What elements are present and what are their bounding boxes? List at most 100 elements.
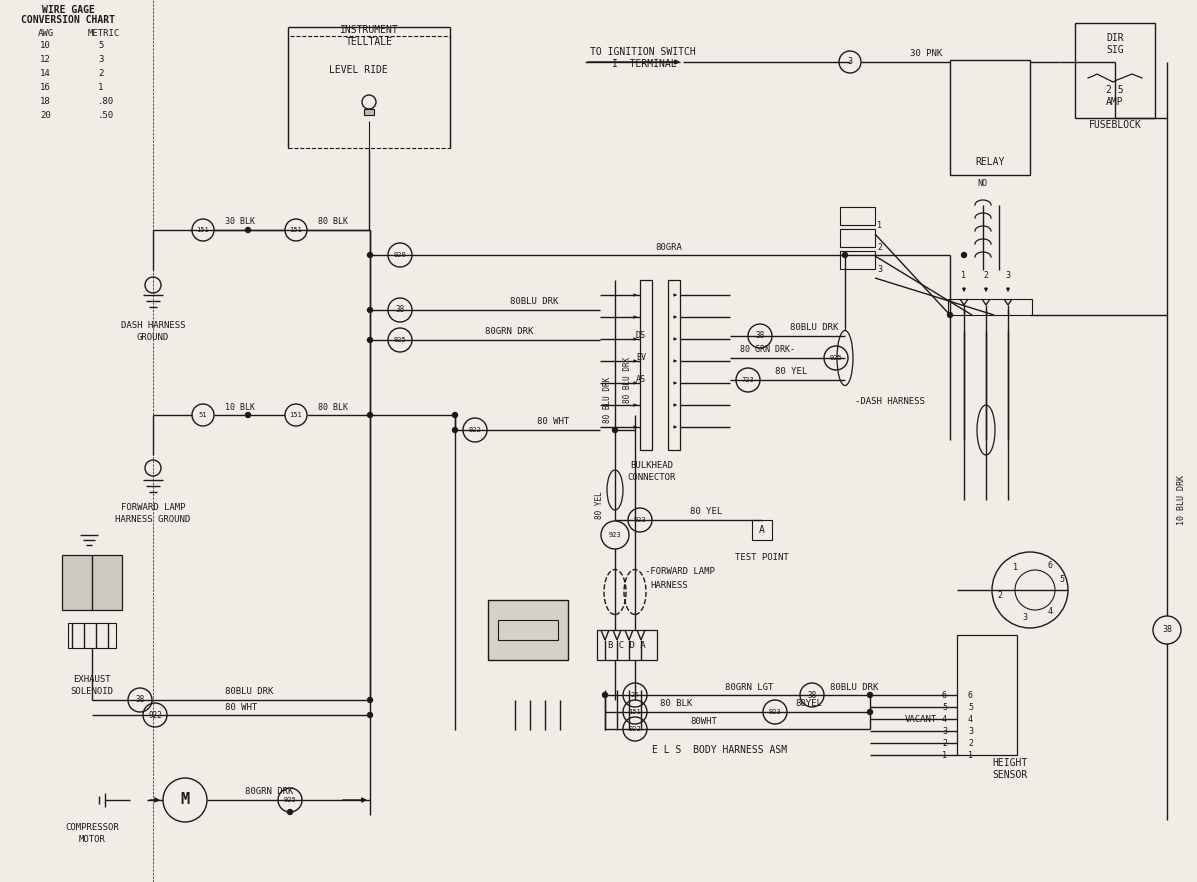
Circle shape xyxy=(287,810,292,814)
Text: .50: .50 xyxy=(98,111,114,121)
Text: HEIGHT: HEIGHT xyxy=(992,758,1028,768)
Text: 3: 3 xyxy=(1022,614,1027,623)
Text: 151: 151 xyxy=(290,412,303,418)
Text: 922: 922 xyxy=(468,427,481,433)
Text: 24: 24 xyxy=(631,692,639,698)
Text: -DASH HARNESS: -DASH HARNESS xyxy=(855,398,925,407)
Text: 2: 2 xyxy=(877,243,882,251)
Text: BULKHEAD: BULKHEAD xyxy=(631,460,674,469)
Text: 151: 151 xyxy=(290,227,303,233)
Bar xyxy=(840,251,875,269)
Text: 38: 38 xyxy=(807,691,816,699)
Text: 151: 151 xyxy=(196,227,209,233)
Text: CONVERSION CHART: CONVERSION CHART xyxy=(22,15,115,25)
Text: 80 BLK: 80 BLK xyxy=(660,699,692,708)
Text: DS: DS xyxy=(636,332,646,340)
Text: 923: 923 xyxy=(768,709,782,715)
Text: EV: EV xyxy=(636,354,646,363)
Circle shape xyxy=(613,428,618,432)
Circle shape xyxy=(948,312,953,318)
Text: 1: 1 xyxy=(98,84,103,93)
Circle shape xyxy=(452,413,457,417)
Bar xyxy=(364,109,373,115)
Text: EXHAUST: EXHAUST xyxy=(73,676,111,684)
Text: A: A xyxy=(759,525,765,535)
Text: 2: 2 xyxy=(98,70,103,78)
Circle shape xyxy=(367,308,372,312)
Text: FORWARD LAMP: FORWARD LAMP xyxy=(121,504,186,512)
Bar xyxy=(68,623,116,648)
Text: 2: 2 xyxy=(968,738,973,748)
Text: 1: 1 xyxy=(1013,564,1017,572)
Text: 723: 723 xyxy=(742,377,754,383)
Bar xyxy=(488,600,569,660)
Text: 1: 1 xyxy=(942,751,947,759)
Circle shape xyxy=(601,521,628,549)
Text: 38: 38 xyxy=(395,305,405,315)
Bar xyxy=(498,620,558,640)
Text: 80GRN LGT: 80GRN LGT xyxy=(725,683,773,691)
Circle shape xyxy=(285,404,306,426)
Text: 1: 1 xyxy=(961,271,966,280)
Text: 20: 20 xyxy=(40,111,50,121)
Text: 5: 5 xyxy=(942,702,947,712)
Text: .80: .80 xyxy=(98,98,114,107)
Text: 16: 16 xyxy=(40,84,50,93)
Text: 5: 5 xyxy=(968,702,973,712)
Text: 2: 2 xyxy=(984,271,989,280)
Bar xyxy=(288,36,450,148)
Text: 3: 3 xyxy=(847,57,852,66)
Text: 80 BLK: 80 BLK xyxy=(318,218,348,227)
Text: 4: 4 xyxy=(968,714,973,723)
Text: 925: 925 xyxy=(394,337,406,343)
Text: I  TERMINAL: I TERMINAL xyxy=(612,59,676,69)
Text: 3: 3 xyxy=(98,56,103,64)
Circle shape xyxy=(367,338,372,342)
Text: 80BLU DRK: 80BLU DRK xyxy=(790,324,838,333)
Text: WIRE GAGE: WIRE GAGE xyxy=(42,5,95,15)
Text: E L S  BODY HARNESS ASM: E L S BODY HARNESS ASM xyxy=(652,745,788,755)
Text: METRIC: METRIC xyxy=(89,28,120,38)
Text: 80YEL: 80YEL xyxy=(795,699,822,708)
Text: GROUND: GROUND xyxy=(136,333,169,341)
Text: 10 BLK: 10 BLK xyxy=(225,402,255,412)
Text: 80 GRN DRK-: 80 GRN DRK- xyxy=(740,346,795,355)
Circle shape xyxy=(602,692,608,698)
Text: M: M xyxy=(181,793,189,808)
Text: 3: 3 xyxy=(1005,271,1010,280)
Bar xyxy=(668,280,680,450)
Text: 38: 38 xyxy=(135,696,145,705)
Text: 80 YEL: 80 YEL xyxy=(595,491,604,519)
Text: 4: 4 xyxy=(1047,608,1052,617)
Text: 925: 925 xyxy=(284,797,297,803)
Text: 80BLU DRK: 80BLU DRK xyxy=(510,297,558,307)
Text: 6: 6 xyxy=(968,691,973,699)
Text: INSTRUMENT: INSTRUMENT xyxy=(340,25,399,35)
Text: AWG: AWG xyxy=(38,28,54,38)
Circle shape xyxy=(961,252,966,258)
Text: TO IGNITION SWITCH: TO IGNITION SWITCH xyxy=(590,47,695,57)
Text: 30 PNK: 30 PNK xyxy=(910,49,942,58)
Bar xyxy=(62,555,122,610)
Bar xyxy=(948,299,1032,315)
Text: 80 YEL: 80 YEL xyxy=(689,507,722,517)
Bar xyxy=(640,280,652,450)
Text: 80BLU DRK: 80BLU DRK xyxy=(225,687,273,697)
Text: 923: 923 xyxy=(633,517,646,523)
Text: 3: 3 xyxy=(877,265,882,273)
Circle shape xyxy=(367,713,372,717)
Text: HARNESS GROUND: HARNESS GROUND xyxy=(115,515,190,525)
Text: 2: 2 xyxy=(997,591,1003,600)
Text: B C D A: B C D A xyxy=(608,640,646,649)
Text: AS: AS xyxy=(636,376,646,385)
Text: -FORWARD LAMP: -FORWARD LAMP xyxy=(645,567,715,577)
Text: 6: 6 xyxy=(1047,560,1052,570)
Text: MOTOR: MOTOR xyxy=(79,835,105,844)
Text: VACANT: VACANT xyxy=(905,715,937,724)
Text: TEST POINT: TEST POINT xyxy=(735,554,789,563)
Text: 80WHT: 80WHT xyxy=(689,716,717,726)
Circle shape xyxy=(367,252,372,258)
Circle shape xyxy=(1153,616,1181,644)
Text: 925: 925 xyxy=(830,355,843,361)
Text: 922: 922 xyxy=(148,711,162,720)
